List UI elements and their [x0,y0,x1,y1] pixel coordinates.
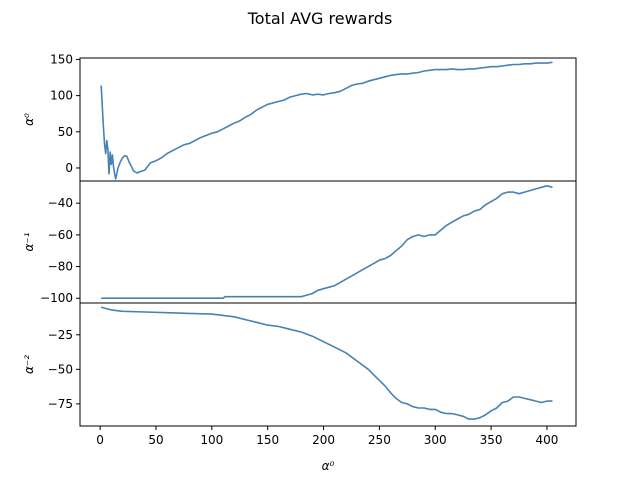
subplot-3-ylabel: α⁻² [22,355,36,374]
subplot-1-series-line [100,61,553,180]
subplot-1-ytick-label: 150 [50,52,73,66]
subplot-1-ylabel: α⁰ [22,113,36,126]
subplot-2-series-line [101,185,553,299]
x-tick-label: 0 [96,433,104,447]
subplot-3-ytick-label: −25 [48,328,73,342]
subplot-3-frame [79,302,577,427]
x-axis-label: α⁰ [322,459,335,473]
x-tick-label: 300 [424,433,447,447]
subplot-3-series-line [100,306,553,420]
x-tick-label: 400 [536,433,559,447]
x-tick-label: 100 [200,433,223,447]
x-tick-label: 250 [368,433,391,447]
subplot-3-ytick-label: −50 [48,362,73,376]
subplot-3-ytick-label: −75 [48,397,73,411]
x-tick-label: 50 [148,433,163,447]
x-tick-label: 150 [256,433,279,447]
subplot-2-ytick-label: −60 [48,228,73,242]
subplot-1-ytick-label: 100 [50,89,73,103]
subplot-1-ytick-label: 50 [58,125,73,139]
subplot-1-frame [79,57,577,182]
subplot-2-ylabel: α⁻¹ [22,232,36,251]
subplot-1-ytick-label: 0 [65,161,73,175]
chart-title: Total AVG rewards [247,9,393,28]
subplot-2-ytick-label: −80 [48,260,73,274]
subplot-2-ytick-label: −100 [40,291,73,305]
x-tick-label: 200 [312,433,335,447]
subplot-2-frame [79,180,577,304]
subplot-2-ytick-label: −40 [48,196,73,210]
x-tick-label: 350 [480,433,503,447]
